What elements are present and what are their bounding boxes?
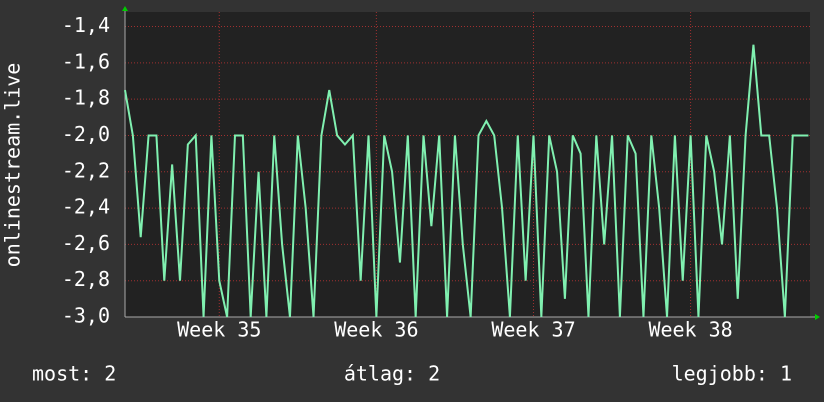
- stat-average: átlag: 2: [344, 362, 440, 386]
- x-tick-label: Week 37: [491, 318, 575, 342]
- y-tick-label: -2,6: [62, 231, 110, 255]
- y-tick-label: -1,6: [62, 49, 110, 73]
- y-axis-label: onlinestream.live: [1, 63, 25, 268]
- y-tick-label: -1,4: [62, 13, 110, 37]
- y-tick-label: -2,8: [62, 267, 110, 291]
- y-tick-label: -1,8: [62, 86, 110, 110]
- x-axis-arrow: [815, 314, 820, 320]
- stat-best: legjobb: 1: [672, 362, 792, 386]
- y-axis-arrow: [122, 6, 128, 11]
- x-tick-label: Week 35: [177, 318, 261, 342]
- y-tick-label: -2,2: [62, 158, 110, 182]
- y-tick-label: -2,0: [62, 122, 110, 146]
- y-tick-label: -3,0: [62, 304, 110, 328]
- x-tick-label: Week 36: [334, 318, 418, 342]
- y-tick-label: -2,4: [62, 195, 110, 219]
- stat-current: most: 2: [32, 362, 116, 386]
- x-tick-label: Week 38: [648, 318, 732, 342]
- data-line: [124, 44, 809, 318]
- plot-area: [125, 12, 810, 317]
